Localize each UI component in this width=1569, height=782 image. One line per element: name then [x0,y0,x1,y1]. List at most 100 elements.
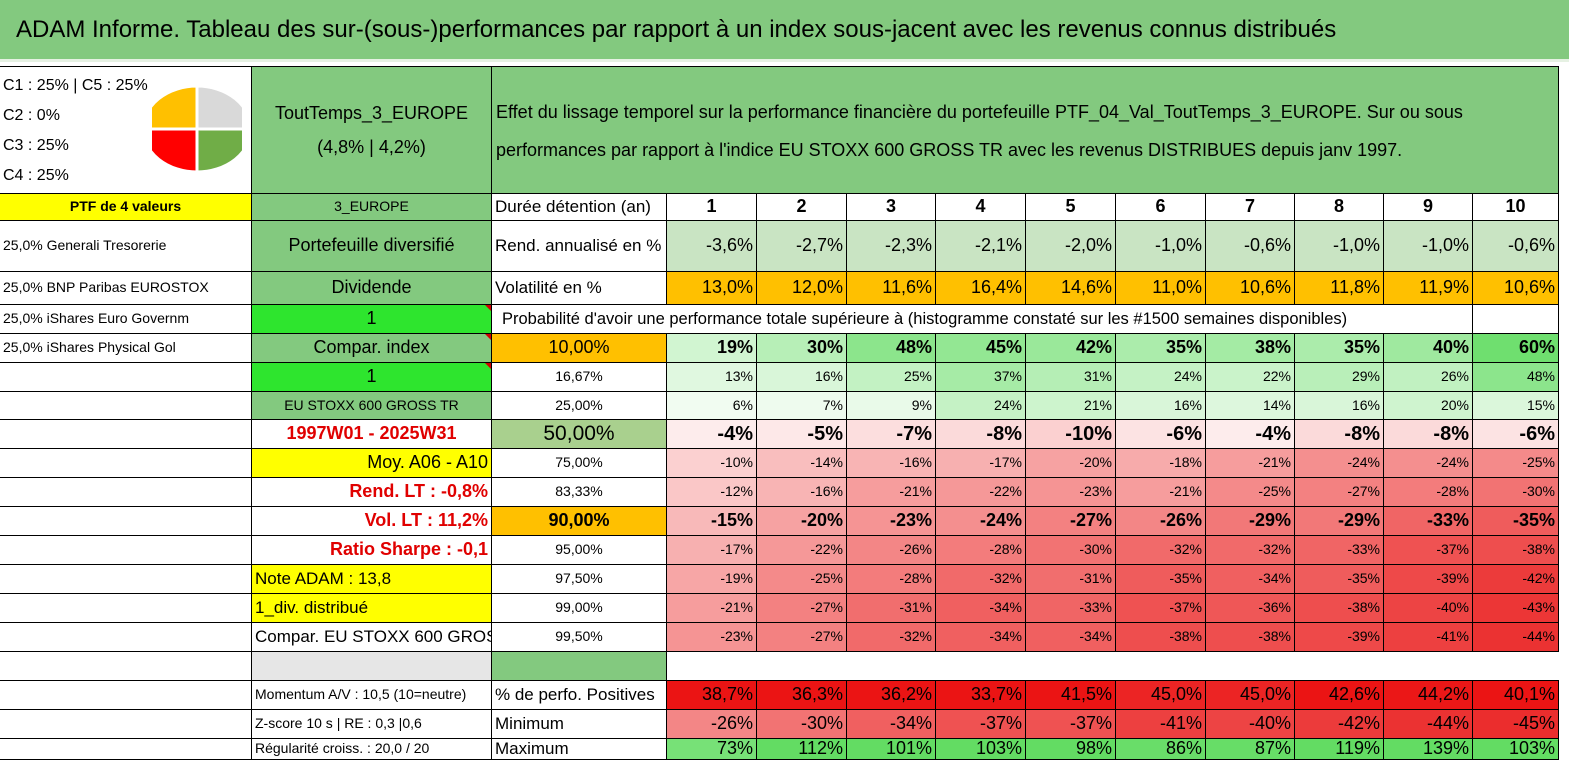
empty-cell [0,681,252,710]
percentile-value: 48% [847,334,936,363]
percentile-value: 21% [1026,392,1116,420]
count-value: 1 [252,305,492,334]
percentile-value: 15% [1473,392,1559,420]
stat-label-minimum: Minimum [492,710,667,739]
rend-value: -2,7% [757,221,847,272]
stat-value-maximum: 87% [1206,739,1295,760]
percentile-value: 16% [1295,392,1384,420]
year-header: 2 [757,194,847,221]
percentile-value: 22% [1206,363,1295,392]
empty-cell [0,594,252,623]
stat-value-minimum: -44% [1384,710,1473,739]
percentile-value: -22% [757,536,847,565]
stat-value-minimum: -45% [1473,710,1559,739]
percentile-value: 30% [757,334,847,363]
year-header: 4 [936,194,1026,221]
percentile-label: 99,00% [492,594,667,623]
indicator-compar: Compar. index [252,334,492,363]
year-header: 6 [1116,194,1206,221]
percentile-value: 16% [757,363,847,392]
rend-value: -1,0% [1116,221,1206,272]
percentile-value: 35% [1295,334,1384,363]
stat-value-positives: 45,0% [1206,681,1295,710]
stat-label-maximum: Maximum [492,739,667,760]
percentile-label: 75,00% [492,449,667,478]
allocation-pie-chart [152,84,242,174]
percentile-value: -32% [936,565,1026,594]
percentile-value: -34% [936,594,1026,623]
empty-cell [492,652,667,681]
percentile-value: -35% [1295,565,1384,594]
percentile-value: -34% [1206,565,1295,594]
percentile-value: -26% [847,536,936,565]
year-header: 7 [1206,194,1295,221]
dividende-label: Dividende [252,272,492,305]
percentile-value: -17% [936,449,1026,478]
percentile-value: -6% [1473,420,1559,449]
rend-value: -2,3% [847,221,936,272]
stat-value-maximum: 101% [847,739,936,760]
percentile-value: 40% [1384,334,1473,363]
stat-value-maximum: 98% [1026,739,1116,760]
percentile-value: 24% [936,392,1026,420]
percentile-value: -10% [667,449,757,478]
vol-value: 11,8% [1295,272,1384,305]
region-label: 3_EUROPE [252,194,492,221]
percentile-value: 19% [667,334,757,363]
percentile-value: -28% [1384,478,1473,507]
percentile-value: 7% [757,392,847,420]
empty-cell [0,710,252,739]
percentile-value: -22% [936,478,1026,507]
vol-value: 11,9% [1384,272,1473,305]
percentile-value: -38% [1473,536,1559,565]
percentile-value: -23% [847,507,936,536]
year-header: 5 [1026,194,1116,221]
percentile-label: 95,00% [492,536,667,565]
stat-value-minimum: -41% [1116,710,1206,739]
vol-value: 10,6% [1473,272,1559,305]
stat-value-maximum: 73% [667,739,757,760]
percentile-value: -34% [1026,623,1116,652]
empty-cell [0,536,252,565]
percentile-value: -44% [1473,623,1559,652]
percentile-value: 24% [1116,363,1206,392]
empty-cell [0,449,252,478]
percentile-value: -28% [847,565,936,594]
percentile-value: -17% [667,536,757,565]
percentile-value: -8% [936,420,1026,449]
percentile-value: -14% [757,449,847,478]
rend-value: -2,1% [936,221,1026,272]
percentile-value: -18% [1116,449,1206,478]
indicator-div: 1_div. distribué [252,594,492,623]
fund-header: ToutTemps_3_EUROPE (4,8% | 4,2%) [252,67,492,194]
percentile-value: -31% [1026,565,1116,594]
duration-label: Durée détention (an) [492,194,667,221]
rend-value: -2,0% [1026,221,1116,272]
indicator-sharpe: Ratio Sharpe : -0,1 [252,536,492,565]
percentile-value: 35% [1116,334,1206,363]
indicator-one_b: 1 [252,363,492,392]
indicator-regularite: Régularité croiss. : 20,0 / 20 [252,739,492,760]
percentile-value: -24% [1295,449,1384,478]
rend-label: Rend. annualisé en % [492,221,667,272]
stat-value-minimum: -30% [757,710,847,739]
stat-value-positives: 36,2% [847,681,936,710]
percentile-value: 9% [847,392,936,420]
percentile-value: -38% [1116,623,1206,652]
percentile-value: -37% [1384,536,1473,565]
percentile-value: -27% [1026,507,1116,536]
year-header: 3 [847,194,936,221]
empty-cell [0,565,252,594]
percentile-value: -24% [936,507,1026,536]
empty-cell [1473,305,1559,334]
percentile-value: -20% [1026,449,1116,478]
stat-value-minimum: -40% [1206,710,1295,739]
percentile-value: -16% [757,478,847,507]
performance-table: C1 : 25% | C5 : 25% C2 : 0% C3 : 25% C4 … [0,66,1559,760]
stat-value-maximum: 119% [1295,739,1384,760]
percentile-value: -35% [1116,565,1206,594]
percentile-value: -39% [1295,623,1384,652]
empty-cell [0,478,252,507]
percentile-value: 26% [1384,363,1473,392]
percentile-value: -31% [847,594,936,623]
